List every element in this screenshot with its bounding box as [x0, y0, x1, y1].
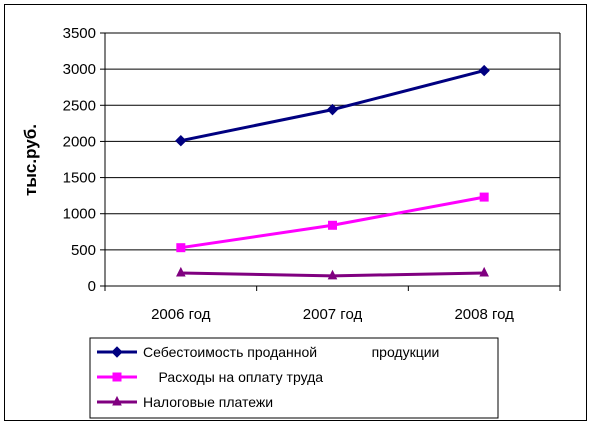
- series-1: [176, 192, 489, 253]
- y-tick-label: 2500: [63, 97, 96, 114]
- data-point: [176, 266, 186, 277]
- legend-swatch-marker: [111, 346, 123, 358]
- legend-swatch-marker: [112, 395, 122, 406]
- grid: [105, 32, 560, 251]
- y-tick-label: 0: [88, 278, 96, 295]
- x-tick-label: 2006 год: [151, 306, 211, 323]
- legend-label: Себестоимость проданной продукции: [143, 344, 439, 360]
- series: [175, 64, 490, 280]
- y-tick-label: 3500: [63, 25, 96, 42]
- data-point: [176, 243, 186, 253]
- axes: 0 500 1000 1500 2000 2500 3000 3500 2006 год 2007…: [63, 25, 561, 323]
- y-tick-label: 1500: [63, 170, 96, 187]
- data-point: [479, 266, 489, 277]
- data-point: [326, 103, 339, 116]
- y-tick-label: 500: [71, 242, 96, 259]
- y-tick-label: 1000: [63, 206, 96, 223]
- legend-label: Расходы на оплату труда: [143, 369, 323, 385]
- legend-label: Налоговые платежи: [143, 394, 273, 410]
- data-point: [175, 134, 187, 147]
- series-0: [175, 64, 490, 147]
- data-point: [328, 220, 337, 230]
- y-tick-label: 2000: [63, 133, 96, 150]
- legend: Себестоимость проданной продукции Расход…: [89, 337, 499, 419]
- series-2: [176, 266, 489, 280]
- x-tick-label: 2007 год: [303, 306, 363, 323]
- y-tick-label: 3000: [63, 61, 96, 78]
- legend-box: [89, 337, 499, 419]
- data-point: [327, 269, 338, 280]
- x-tick-label: 2008 год: [454, 306, 514, 323]
- data-point: [479, 192, 489, 202]
- data-point: [478, 64, 490, 77]
- legend-swatch-marker: [112, 372, 122, 382]
- y-axis-title: тыс.руб.: [21, 124, 40, 196]
